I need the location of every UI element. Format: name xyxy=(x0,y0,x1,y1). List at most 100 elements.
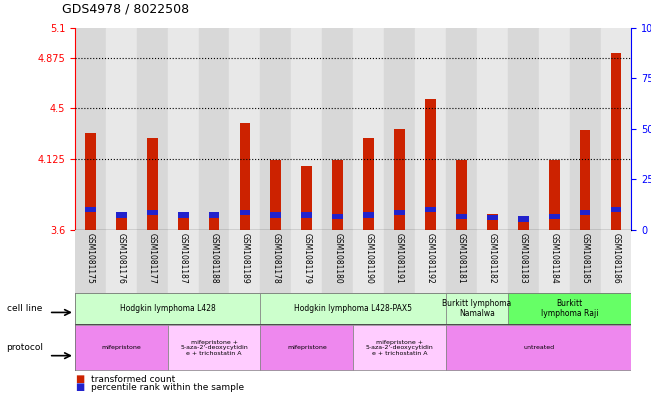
Text: percentile rank within the sample: percentile rank within the sample xyxy=(91,383,244,391)
Bar xyxy=(456,160,467,230)
Bar xyxy=(85,133,96,230)
Bar xyxy=(384,230,415,293)
Bar xyxy=(230,230,260,293)
Text: mifepristone +
5-aza-2'-deoxycytidin
e + trichostatin A: mifepristone + 5-aza-2'-deoxycytidin e +… xyxy=(366,340,434,356)
Text: mifepristone: mifepristone xyxy=(102,345,141,350)
Bar xyxy=(539,230,570,293)
Text: Hodgkin lymphoma L428: Hodgkin lymphoma L428 xyxy=(120,304,215,313)
Bar xyxy=(208,212,219,230)
Text: GSM1081180: GSM1081180 xyxy=(333,233,342,284)
Bar xyxy=(570,230,600,293)
Bar xyxy=(363,138,374,230)
Text: GSM1081188: GSM1081188 xyxy=(210,233,219,284)
Bar xyxy=(539,28,570,230)
Text: GSM1081179: GSM1081179 xyxy=(302,233,311,284)
Bar xyxy=(446,230,477,293)
Bar xyxy=(260,28,292,230)
Text: GSM1081175: GSM1081175 xyxy=(86,233,95,284)
Bar xyxy=(75,294,260,323)
Bar xyxy=(168,325,260,371)
Bar xyxy=(301,167,312,230)
Bar xyxy=(137,230,168,293)
Bar xyxy=(260,294,446,323)
Bar xyxy=(240,123,251,230)
Bar xyxy=(611,207,622,212)
Bar xyxy=(199,230,230,293)
Text: GSM1081189: GSM1081189 xyxy=(240,233,249,284)
Text: GDS4978 / 8022508: GDS4978 / 8022508 xyxy=(62,3,189,16)
Bar xyxy=(270,160,281,230)
Bar xyxy=(85,207,96,212)
Bar xyxy=(518,217,529,222)
Text: mifepristone +
5-aza-2'-deoxycytidin
e + trichostatin A: mifepristone + 5-aza-2'-deoxycytidin e +… xyxy=(180,340,248,356)
Bar xyxy=(353,325,446,371)
Bar xyxy=(518,217,529,230)
Bar xyxy=(178,212,189,218)
Text: Hodgkin lymphoma L428-PAX5: Hodgkin lymphoma L428-PAX5 xyxy=(294,304,412,313)
Text: GSM1081177: GSM1081177 xyxy=(148,233,157,284)
Bar xyxy=(477,230,508,293)
Bar xyxy=(106,28,137,230)
Text: GSM1081186: GSM1081186 xyxy=(611,233,620,284)
Text: ■: ■ xyxy=(75,374,84,384)
Text: GSM1081178: GSM1081178 xyxy=(271,233,281,284)
Bar xyxy=(168,28,199,230)
Text: Burkitt lymphoma
Namalwa: Burkitt lymphoma Namalwa xyxy=(442,299,512,318)
Bar xyxy=(508,294,631,323)
Bar xyxy=(301,212,312,218)
Bar xyxy=(394,210,405,215)
Text: GSM1081182: GSM1081182 xyxy=(488,233,497,284)
Bar xyxy=(137,28,168,230)
Bar xyxy=(353,28,384,230)
Bar xyxy=(600,230,631,293)
Bar xyxy=(579,130,590,230)
Bar xyxy=(292,28,322,230)
Bar xyxy=(208,212,219,218)
Bar xyxy=(168,230,199,293)
Bar xyxy=(270,212,281,218)
Bar xyxy=(353,230,384,293)
Text: GSM1081192: GSM1081192 xyxy=(426,233,435,284)
Bar xyxy=(75,325,168,371)
Bar xyxy=(508,230,539,293)
Bar xyxy=(579,210,590,215)
Bar xyxy=(415,230,446,293)
Bar xyxy=(106,230,137,293)
Text: ■: ■ xyxy=(75,382,84,392)
Bar xyxy=(477,28,508,230)
Bar xyxy=(456,214,467,219)
Text: cell line: cell line xyxy=(7,304,42,313)
Bar xyxy=(332,214,343,219)
Bar xyxy=(446,325,631,371)
Bar xyxy=(75,230,105,293)
Bar xyxy=(230,28,260,230)
Bar xyxy=(549,214,560,219)
Text: GSM1081190: GSM1081190 xyxy=(364,233,373,284)
Text: mifepristone: mifepristone xyxy=(287,345,327,350)
Bar xyxy=(446,28,477,230)
Text: GSM1081187: GSM1081187 xyxy=(178,233,187,284)
Text: GSM1081183: GSM1081183 xyxy=(519,233,528,284)
Bar xyxy=(611,53,622,230)
Bar xyxy=(116,212,127,230)
Bar xyxy=(508,28,539,230)
Text: GSM1081176: GSM1081176 xyxy=(117,233,126,284)
Bar xyxy=(446,294,508,323)
Bar xyxy=(322,230,353,293)
Bar xyxy=(116,212,127,218)
Bar xyxy=(487,215,498,220)
Bar xyxy=(332,160,343,230)
Bar xyxy=(292,230,322,293)
Text: GSM1081185: GSM1081185 xyxy=(581,233,590,284)
Bar xyxy=(75,28,105,230)
Bar xyxy=(549,160,560,230)
Text: untreated: untreated xyxy=(523,345,554,350)
Bar xyxy=(199,28,230,230)
Bar xyxy=(240,210,251,215)
Bar xyxy=(394,129,405,230)
Bar xyxy=(146,210,158,215)
Bar xyxy=(363,212,374,218)
Bar xyxy=(260,325,353,371)
Bar xyxy=(600,28,631,230)
Bar xyxy=(487,214,498,230)
